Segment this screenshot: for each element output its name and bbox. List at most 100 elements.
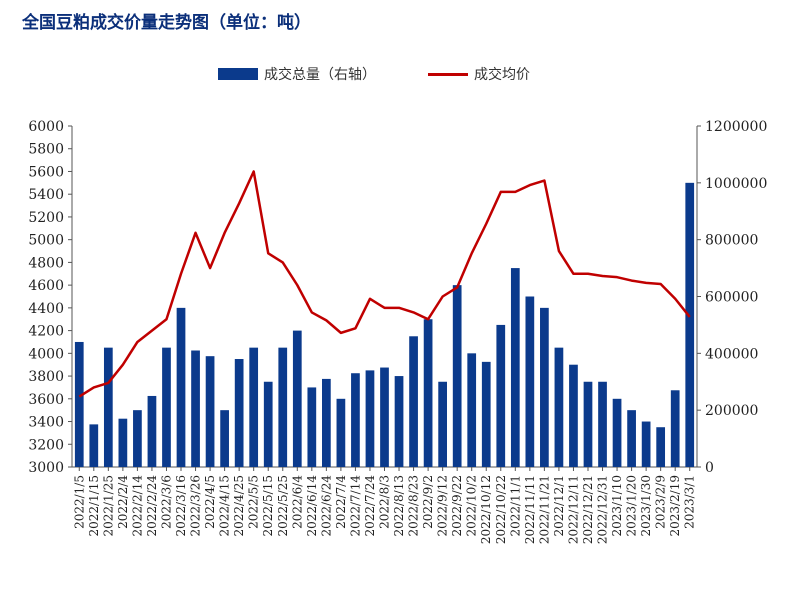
volume-bar (365, 370, 375, 467)
volume-bar (249, 347, 259, 467)
volume-bar (103, 347, 113, 467)
x-tick-label: 2023/1/20 (625, 475, 639, 537)
price-line (78, 170, 691, 398)
x-tick-label: 2022/12/31 (596, 475, 610, 544)
x-tick-label: 2022/1/5 (72, 475, 86, 529)
x-tick-label: 2022/12/11 (566, 475, 580, 544)
volume-bar (598, 381, 607, 467)
volume-bar (641, 421, 651, 467)
right-tick-label: 400000 (705, 346, 758, 362)
chart-title: 全国豆粕成交价量走势图（单位：吨） (22, 13, 311, 33)
legend-swatch-bar (218, 68, 258, 80)
x-tick-label: 2022/3/26 (189, 475, 203, 537)
left-tick-label: 3200 (28, 437, 64, 453)
volume-bar (89, 424, 99, 467)
x-tick-label: 2022/11/21 (537, 475, 551, 544)
volume-bar (336, 398, 346, 467)
x-tick-label: 2022/7/4 (334, 475, 348, 529)
right-tick-label: 800000 (705, 233, 758, 249)
x-tick-label: 2022/4/25 (232, 475, 246, 537)
right-tick-label: 0 (705, 460, 714, 476)
volume-bar (205, 356, 215, 467)
legend-swatch-line (428, 72, 468, 76)
volume-bar (569, 364, 578, 467)
x-tick-label: 2022/5/25 (276, 475, 290, 537)
volume-bar (452, 285, 462, 467)
legend-item-volume: 成交总量（右轴） (218, 64, 376, 84)
volume-bar (685, 182, 695, 468)
x-tick-label: 2022/7/24 (363, 475, 377, 537)
x-tick-label: 2022/11/1 (508, 475, 522, 537)
x-tick-label: 2022/8/13 (392, 475, 406, 537)
volume-bar (612, 398, 622, 467)
x-tick-label: 2022/10/12 (479, 475, 493, 544)
right-tick-label: 600000 (705, 290, 758, 306)
right-tick-label: 1200000 (705, 119, 767, 135)
volume-bar (423, 319, 433, 467)
left-tick-label: 6000 (28, 119, 64, 135)
x-tick-label: 2022/3/6 (159, 475, 173, 529)
left-tick-label: 3600 (28, 392, 64, 408)
volume-bar (263, 381, 273, 467)
volume-bar (540, 307, 549, 467)
x-tick-label: 2022/5/5 (247, 475, 261, 529)
left-tick-label: 4200 (28, 324, 64, 340)
x-tick-label: 2023/2/9 (654, 475, 668, 529)
x-tick-label: 2023/3/1 (683, 475, 697, 529)
x-tick-label: 2022/12/21 (581, 475, 595, 544)
x-tick-label: 2022/2/14 (130, 475, 144, 537)
left-tick-label: 5000 (28, 233, 64, 249)
x-tick-label: 2022/2/24 (145, 475, 159, 537)
volume-bar (351, 373, 360, 467)
x-tick-label: 2022/1/15 (87, 475, 101, 537)
volume-bar (583, 381, 593, 467)
x-tick-label: 2022/8/23 (407, 475, 421, 537)
volume-bar (322, 378, 331, 467)
x-tick-label: 2022/9/2 (421, 475, 435, 529)
volume-bar (162, 347, 171, 467)
x-tick-label: 2022/6/14 (305, 475, 319, 537)
x-tick-label: 2022/6/4 (290, 475, 304, 529)
x-tick-label: 2023/2/19 (668, 475, 682, 537)
volume-bar (118, 418, 128, 467)
x-tick-label: 2022/4/15 (218, 475, 232, 537)
x-tick-label: 2022/7/14 (348, 475, 362, 537)
left-tick-label: 5200 (28, 210, 64, 226)
volume-bar (670, 390, 680, 467)
left-tick-label: 5600 (28, 164, 64, 180)
volume-bar (307, 387, 317, 467)
volume-bar (380, 367, 389, 467)
x-tick-label: 2022/1/25 (101, 475, 115, 537)
volume-bar (525, 296, 535, 467)
x-tick-label: 2022/11/11 (523, 475, 537, 544)
volume-bar (627, 410, 636, 467)
left-tick-label: 4000 (28, 346, 64, 362)
volume-bar (191, 350, 200, 467)
volume-bar (292, 330, 302, 467)
x-tick-label: 2022/6/24 (319, 475, 333, 537)
left-tick-label: 4600 (28, 278, 64, 294)
volume-bar (133, 410, 142, 467)
right-tick-label: 1000000 (705, 176, 767, 192)
legend-label-volume: 成交总量（右轴） (264, 67, 376, 83)
left-tick-label: 5800 (28, 142, 64, 158)
legend: 成交总量（右轴） 成交均价 (0, 60, 785, 84)
x-tick-label: 2023/1/30 (639, 475, 653, 537)
volume-bar (554, 347, 564, 467)
volume-bar (147, 395, 157, 467)
volume-bar (481, 361, 491, 467)
volume-bar (656, 427, 666, 467)
x-tick-label: 2022/5/15 (261, 475, 275, 537)
x-tick-label: 2022/10/22 (494, 475, 508, 544)
volume-bar (176, 307, 186, 467)
x-tick-label: 2022/9/12 (436, 475, 450, 537)
volume-bar (510, 268, 520, 467)
volume-bar (278, 347, 288, 467)
left-tick-label: 3400 (28, 415, 64, 431)
left-tick-label: 3800 (28, 369, 64, 385)
x-tick-label: 2022/12/1 (552, 475, 566, 537)
x-tick-label: 2022/9/22 (450, 475, 464, 537)
x-tick-label: 2022/3/16 (174, 475, 188, 537)
x-tick-label: 2022/2/4 (116, 475, 130, 529)
